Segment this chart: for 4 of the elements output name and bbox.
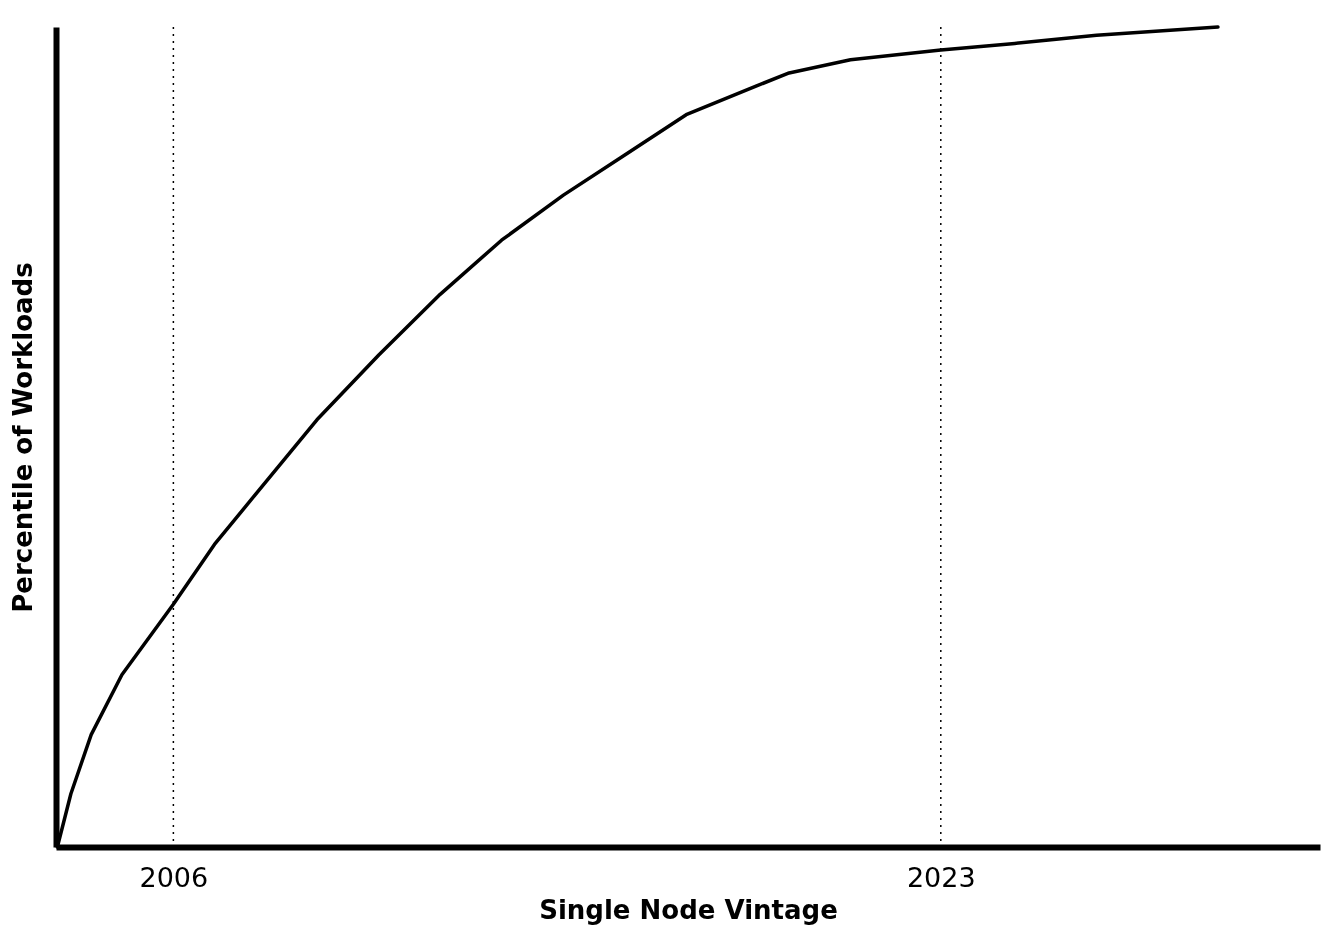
- x-axis-title: Single Node Vintage: [539, 894, 838, 925]
- x-tick-label: 2006: [139, 861, 209, 893]
- x-tick-label: 2023: [906, 861, 976, 893]
- y-axis-title: Percentile of Workloads: [7, 262, 38, 613]
